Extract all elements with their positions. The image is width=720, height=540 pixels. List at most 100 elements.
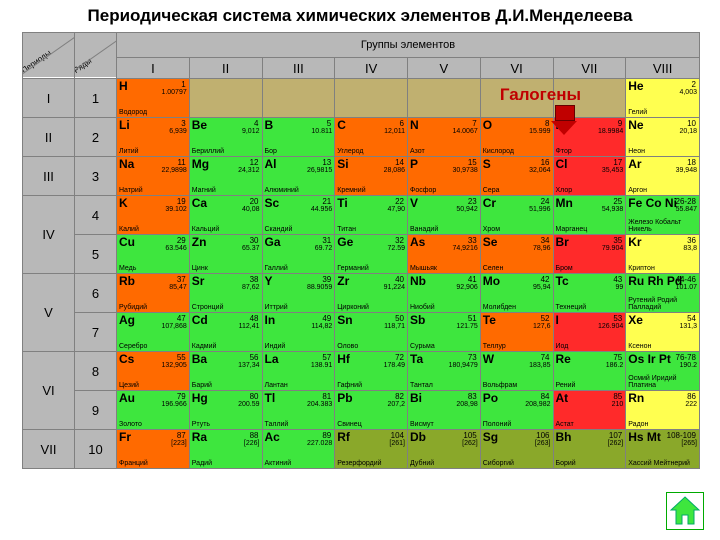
element-cell[interactable]: C612,011Углерод: [335, 118, 408, 156]
period-label: III: [23, 157, 75, 195]
element-cell[interactable]: V2350,942Ванадий: [408, 196, 481, 234]
element-cell[interactable]: Ge3272.59Германий: [335, 235, 408, 273]
element-cell[interactable]: H11.00797Водород: [117, 79, 190, 117]
element-cell[interactable]: Ti2247,90Титан: [335, 196, 408, 234]
element-cell: [335, 79, 408, 117]
element-cell[interactable]: Ac89227.028Актиний: [263, 430, 336, 468]
element-cell[interactable]: Db105[262]Дубний: [408, 430, 481, 468]
group-III: III: [263, 58, 336, 78]
group-V: V: [408, 58, 481, 78]
element-cell[interactable]: Po84208,982Полоний: [481, 391, 554, 429]
element-cell[interactable]: He24,003Гелий: [626, 79, 699, 117]
element-cell[interactable]: Bi83208,98Висмут: [408, 391, 481, 429]
header-rows: Ряды: [75, 33, 117, 77]
element-cell[interactable]: Na1122,9898Натрий: [117, 157, 190, 195]
group-VI: VI: [481, 58, 554, 78]
element-cell[interactable]: Au79196.966Золото: [117, 391, 190, 429]
element-cell[interactable]: Br3579.904Бром: [554, 235, 627, 273]
element-cell[interactable]: Zr4091,224Цирконий: [335, 274, 408, 312]
element-cell[interactable]: Sb51121.75Сурьма: [408, 313, 481, 351]
group-I: I: [117, 58, 190, 78]
element-cell[interactable]: Mg1224,312Магний: [190, 157, 263, 195]
element-cell[interactable]: I53126.904Иод: [554, 313, 627, 351]
element-cell[interactable]: Ga3169.72Галлий: [263, 235, 336, 273]
element-cell[interactable]: Kr3683,8Криптон: [626, 235, 699, 273]
element-cell[interactable]: Sn50118,71Олово: [335, 313, 408, 351]
element-cell[interactable]: Cs55132,905Цезий: [117, 352, 190, 390]
period-label: VII: [23, 430, 75, 468]
element-cell[interactable]: Ta73180,9479Тантал: [408, 352, 481, 390]
row-label: 8: [75, 352, 117, 390]
row-label: 6: [75, 274, 117, 312]
element-cell[interactable]: Cl1735,453Хлор: [554, 157, 627, 195]
element-cell[interactable]: Sr3887,62Стронций: [190, 274, 263, 312]
element-cell[interactable]: Rn86222Радон: [626, 391, 699, 429]
element-cell[interactable]: Cd48112,41Кадмий: [190, 313, 263, 351]
element-cell[interactable]: Mn2554,938Марганец: [554, 196, 627, 234]
element-cell[interactable]: Ne1020,18Неон: [626, 118, 699, 156]
row-label: 5: [75, 235, 117, 273]
element-cell[interactable]: Te52127,6Теллур: [481, 313, 554, 351]
element-cell[interactable]: Ar1839,948Аргон: [626, 157, 699, 195]
element-cell[interactable]: Re75186.2Рений: [554, 352, 627, 390]
element-cell[interactable]: In49114,82Индий: [263, 313, 336, 351]
element-cell[interactable]: Bh107[262]Борий: [554, 430, 627, 468]
element-cell[interactable]: Si1428,086Кремний: [335, 157, 408, 195]
element-cell[interactable]: Pb82207,2Свинец: [335, 391, 408, 429]
element-cell: [408, 79, 481, 117]
element-cell[interactable]: P1530,9738Фосфор: [408, 157, 481, 195]
period-label: II: [23, 118, 75, 156]
element-cell[interactable]: Ca2040,08Кальций: [190, 196, 263, 234]
periodic-table: Периоды Ряды Группы элементов I II III I…: [22, 32, 700, 469]
row-label: 10: [75, 430, 117, 468]
element-cell[interactable]: Hg80200.59Ртуть: [190, 391, 263, 429]
header-row-2: I II III IV V VI VII VIII: [23, 58, 699, 79]
element-cell[interactable]: Ra88[226]Радий: [190, 430, 263, 468]
header-groups: Группы элементов: [117, 33, 699, 57]
element-cell[interactable]: Se3478,96Селен: [481, 235, 554, 273]
element-cell[interactable]: Ba56137,34Барий: [190, 352, 263, 390]
element-cell[interactable]: Fr87[223]Франций: [117, 430, 190, 468]
home-button[interactable]: [666, 492, 704, 530]
element-cell[interactable]: Ag47107,868Серебро: [117, 313, 190, 351]
element-cell[interactable]: Hs Mt108-109[265]Хассий Мейтнерий: [626, 430, 699, 468]
element-cell[interactable]: Tc4399Технеций: [554, 274, 627, 312]
group-II: II: [190, 58, 263, 78]
element-cell[interactable]: Xe54131,3Ксенон: [626, 313, 699, 351]
element-cell[interactable]: Nb4192,906Ниобий: [408, 274, 481, 312]
element-cell[interactable]: Os Ir Pt76-78190.2Осмий Иридий Платина: [626, 352, 699, 390]
element-cell[interactable]: Sc2144.956Скандий: [263, 196, 336, 234]
element-cell[interactable]: Sg106[263]Сиборгий: [481, 430, 554, 468]
row-label: 3: [75, 157, 117, 195]
group-VII: VII: [554, 58, 627, 78]
element-cell[interactable]: Hf72178.49Гафний: [335, 352, 408, 390]
element-cell[interactable]: Rb3785,47Рубидий: [117, 274, 190, 312]
element-cell: [263, 79, 336, 117]
element-cell[interactable]: B510.811Бор: [263, 118, 336, 156]
element-cell[interactable]: As3374,9216Мышьяк: [408, 235, 481, 273]
page-title: Периодическая система химических элемент…: [0, 6, 720, 26]
element-cell[interactable]: Zn3065.37Цинк: [190, 235, 263, 273]
element-cell[interactable]: Mo4295,94Молибден: [481, 274, 554, 312]
element-cell[interactable]: K1939.102Калий: [117, 196, 190, 234]
element-cell[interactable]: Ru Rh Pd44-46101.07Рутений Родий Паллади…: [626, 274, 699, 312]
element-cell[interactable]: Y3988.9059Иттрий: [263, 274, 336, 312]
row-label: 2: [75, 118, 117, 156]
element-cell[interactable]: Al1326,9815Алюминий: [263, 157, 336, 195]
element-cell[interactable]: Cr2451,996Хром: [481, 196, 554, 234]
element-cell[interactable]: Be49,012Бериллий: [190, 118, 263, 156]
element-cell[interactable]: Rf104[261]Резерфордий: [335, 430, 408, 468]
element-cell[interactable]: La57138.91Лантан: [263, 352, 336, 390]
row-label: 9: [75, 391, 117, 429]
element-cell[interactable]: Li36,939Литий: [117, 118, 190, 156]
element-cell[interactable]: S1632,064Сера: [481, 157, 554, 195]
element-cell[interactable]: O815.999Кислород: [481, 118, 554, 156]
element-cell[interactable]: N714.0067Азот: [408, 118, 481, 156]
element-cell[interactable]: At85210Астат: [554, 391, 627, 429]
element-cell[interactable]: Fe Co Ni26-2855.847Железо Кобальт Никель: [626, 196, 699, 234]
period-label: I: [23, 79, 75, 117]
element-cell[interactable]: Tl81204.383Таллий: [263, 391, 336, 429]
element-cell: [190, 79, 263, 117]
element-cell[interactable]: W74183,85Вольфрам: [481, 352, 554, 390]
element-cell[interactable]: Cu2963.546Медь: [117, 235, 190, 273]
